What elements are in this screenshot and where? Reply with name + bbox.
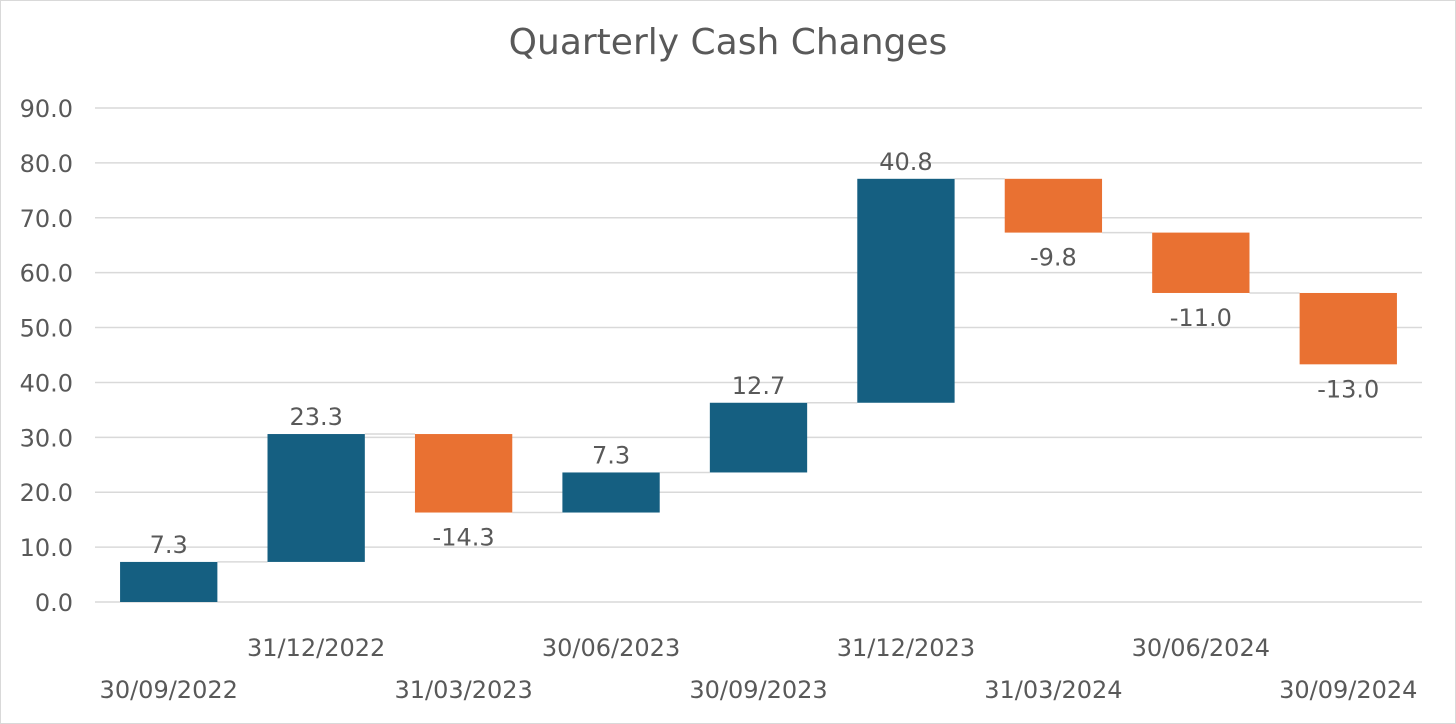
y-tick-label: 20.0 [20,479,73,507]
y-axis: 0.0 10.0 20.0 30.0 40.0 50.0 60.0 70.0 80.0 90.0 [20,95,73,617]
data-label: 40.8 [879,148,932,176]
x-tick-label: 31/12/2022 [247,634,385,662]
y-tick-label: 90.0 [20,95,73,123]
y-tick-label: 60.0 [20,260,73,288]
x-tick-label: 31/03/2023 [394,676,532,704]
chart-title: Quarterly Cash Changes [508,22,948,63]
connectors [217,178,1300,563]
x-tick-label: 30/09/2024 [1279,676,1417,704]
gridlines [95,107,1422,603]
data-label: 7.3 [592,441,630,469]
increase-bar [709,402,808,473]
decrease-bar [414,434,513,513]
decrease-bar [1004,178,1103,233]
decrease-bar [1299,292,1397,365]
x-tick-label: 31/03/2024 [984,676,1122,704]
decrease-bar [1152,232,1250,293]
x-tick-label: 30/09/2023 [689,676,827,704]
x-tick-label: 31/12/2023 [837,634,975,662]
increase-bar [562,472,660,513]
data-label: -11.0 [1170,304,1232,332]
x-axis: 30/09/2022 31/12/2022 31/03/2023 30/06/2023… [100,634,1418,704]
data-label: 12.7 [732,372,785,400]
data-label: 23.3 [289,403,342,431]
increase-bar [120,561,218,602]
x-tick-label: 30/06/2024 [1132,634,1270,662]
y-tick-label: 40.0 [20,369,73,397]
x-tick-label: 30/06/2023 [542,634,680,662]
data-label: -9.8 [1030,244,1077,272]
data-label: 7.3 [150,531,188,559]
y-tick-label: 10.0 [20,534,73,562]
increase-bar [857,178,955,403]
data-label: -13.0 [1317,375,1379,403]
y-tick-label: 70.0 [20,205,73,233]
data-label: -14.3 [433,524,495,552]
y-tick-label: 30.0 [20,424,73,452]
bars [120,178,1397,602]
y-tick-label: 80.0 [20,150,73,178]
increase-bar [267,434,365,562]
y-tick-label: 50.0 [20,315,73,343]
y-tick-label: 0.0 [35,589,73,617]
data-labels: 7.3 23.3 -14.3 7.3 12.7 40.8 -9.8 -11.0 -13.0 [150,148,1380,559]
x-tick-label: 30/09/2022 [100,676,238,704]
